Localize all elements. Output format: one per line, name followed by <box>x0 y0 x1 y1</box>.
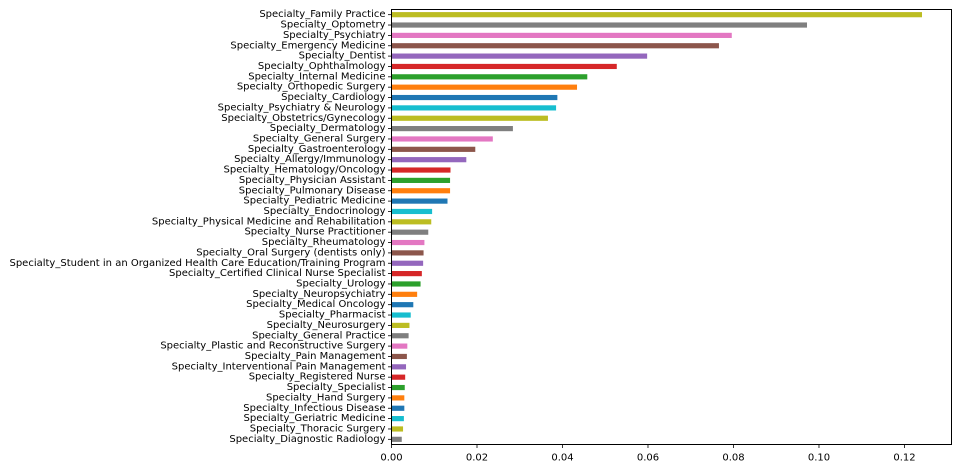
bar <box>391 53 648 59</box>
bar <box>391 343 408 349</box>
bar <box>391 302 414 308</box>
bar <box>391 271 422 277</box>
category-label: Specialty_Allergy/Immunology <box>234 154 385 165</box>
bar <box>391 208 433 215</box>
category-label: Specialty_Obstetrics/Gynecology <box>221 113 385 124</box>
bar <box>391 32 732 38</box>
category-label: Specialty_Cardiology <box>281 92 385 103</box>
bar <box>391 94 558 101</box>
bar <box>391 281 421 287</box>
category-label: Specialty_Medical Oncology <box>246 299 385 310</box>
bars-layer <box>391 12 923 442</box>
category-label: Specialty_Registered Nurse <box>249 372 386 383</box>
bar <box>391 188 451 194</box>
category-label: Specialty_Optometry <box>281 20 386 31</box>
category-label: Specialty_Student in an Organized Health… <box>9 258 385 269</box>
category-label: Specialty_Psychiatry & Neurology <box>218 102 386 113</box>
bar <box>391 84 578 90</box>
plot-area-frame <box>391 9 952 445</box>
category-label: Specialty_Oral Surgery (dentists only) <box>196 247 385 258</box>
category-label: Specialty_Endocrinology <box>264 206 386 217</box>
x-tick-label: 0.10 <box>808 453 830 464</box>
bar <box>391 219 432 225</box>
bar <box>391 416 404 422</box>
category-label: Specialty_Pediatric Medicine <box>243 196 385 207</box>
category-label: Specialty_Physical Medicine and Rehabili… <box>152 216 386 227</box>
bar <box>391 12 923 18</box>
category-label: Specialty_Internal Medicine <box>248 71 385 82</box>
category-label: Specialty_Nurse Practitioner <box>244 227 386 238</box>
category-label: Specialty_Pharmacist <box>279 310 386 321</box>
category-label: Specialty_Neurosurgery <box>267 320 386 331</box>
bar <box>391 136 493 142</box>
category-label: Specialty_Family Practice <box>259 9 385 20</box>
bar <box>391 353 407 360</box>
bar <box>391 260 424 266</box>
x-tick-label: 0.06 <box>637 453 659 464</box>
category-label: Specialty_Pain Management <box>245 351 386 362</box>
x-tick-label: 0.02 <box>466 453 488 464</box>
bar <box>391 426 404 432</box>
category-label: Specialty_Urology <box>296 278 385 289</box>
category-label: Specialty_Geriatric Medicine <box>244 413 386 424</box>
category-label: Specialty_Dermatology <box>270 123 386 134</box>
category-labels-layer: Specialty_Family PracticeSpecialty_Optom… <box>9 9 392 445</box>
bar <box>391 291 418 297</box>
category-label: Specialty_Certified Clinical Nurse Speci… <box>169 268 386 279</box>
category-label: Specialty_Hand Surgery <box>266 392 386 403</box>
category-label: Specialty_Infectious Disease <box>243 403 385 414</box>
bar <box>391 312 411 318</box>
bar <box>391 374 406 380</box>
x-tick-label: 0.04 <box>551 453 573 464</box>
bar <box>391 126 513 132</box>
category-label: Specialty_Dentist <box>299 51 386 62</box>
bar <box>391 250 424 256</box>
category-label: Specialty_Psychiatry <box>283 30 386 41</box>
bar <box>391 115 548 121</box>
category-label: Specialty_Neuropsychiatry <box>252 289 385 300</box>
bar <box>391 22 808 28</box>
bar <box>391 364 407 370</box>
bar <box>391 384 405 391</box>
bar <box>391 405 405 411</box>
bar <box>391 229 429 235</box>
bar <box>391 177 451 183</box>
bar <box>391 146 476 152</box>
x-tick-label: 0.12 <box>893 453 915 464</box>
category-label: Specialty_Ophthalmology <box>258 61 386 72</box>
bar <box>391 239 425 246</box>
bar <box>391 63 617 70</box>
bar <box>391 333 409 339</box>
category-label: Specialty_Specialist <box>287 382 386 393</box>
x-axis: 0.00 0.02 0.04 0.06 0.08 0.10 0.12 <box>380 444 916 464</box>
bar <box>391 322 410 328</box>
category-label: Specialty_Interventional Pain Management <box>172 361 386 372</box>
category-label: Specialty_General Practice <box>252 330 385 341</box>
x-tick-label: 0.00 <box>380 453 402 464</box>
category-label: Specialty_Rheumatology <box>262 237 386 248</box>
category-label: Specialty_Physician Assistant <box>239 175 386 186</box>
category-label: Specialty_Plastic and Reconstructive Sur… <box>160 341 385 352</box>
category-label: Specialty_Thoracic Surgery <box>250 423 386 434</box>
bar <box>391 105 557 111</box>
category-label: Specialty_Pulmonary Disease <box>239 185 386 196</box>
category-label: Specialty_Orthopedic Surgery <box>237 82 386 93</box>
category-label: Specialty_Diagnostic Radiology <box>229 434 385 445</box>
x-tick-label: 0.08 <box>722 453 744 464</box>
category-label: Specialty_Gastroenterology <box>248 144 386 155</box>
bar <box>391 74 588 80</box>
bar <box>391 395 405 401</box>
bar <box>391 167 451 173</box>
category-label: Specialty_Emergency Medicine <box>230 40 385 51</box>
bar <box>391 436 402 442</box>
bar <box>391 198 448 204</box>
bar <box>391 157 467 163</box>
bar <box>391 43 719 49</box>
category-label: Specialty_General Surgery <box>253 133 386 144</box>
category-label: Specialty_Hematology/Oncology <box>224 165 386 176</box>
